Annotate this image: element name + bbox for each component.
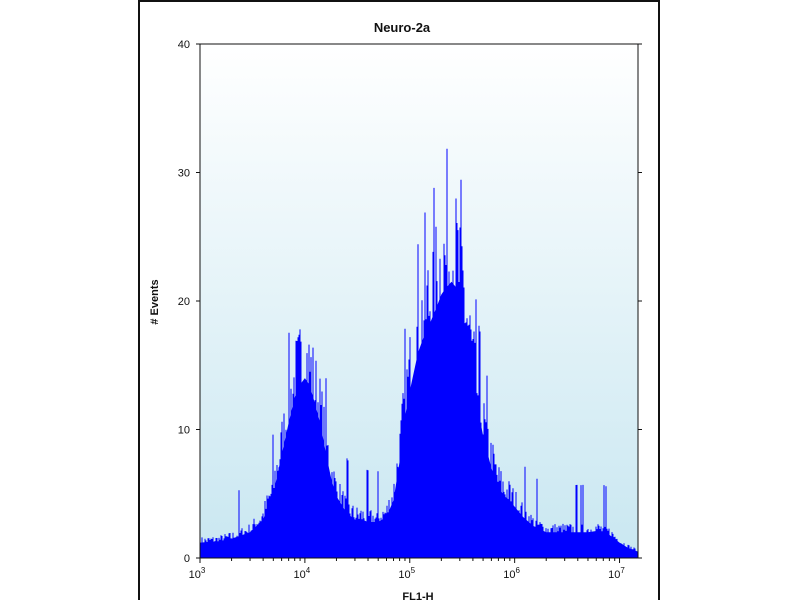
y-axis: 0 10 20 30 40 [178,39,642,565]
x-tick-label: 105 [398,566,415,581]
x-tick-label: 107 [608,566,625,581]
y-tick-label: 30 [178,168,190,180]
y-tick-label: 40 [178,39,190,51]
x-tick-label: 103 [189,566,206,581]
chart-frame: Neuro-2a 0 10 20 30 40 103 104 105 106 107 # Eve… [138,0,660,602]
x-tick-label: 106 [503,566,520,581]
x-axis-label: FL1-H [402,591,433,602]
y-tick-label: 10 [178,425,190,437]
x-axis: 103 104 105 106 107 [189,558,625,581]
chart-title: Neuro-2a [374,20,431,35]
y-tick-label: 0 [184,553,190,565]
histogram-layer [200,148,638,558]
chart-svg: Neuro-2a 0 10 20 30 40 103 104 105 106 107 # Eve… [149,20,642,602]
histogram-bars [200,148,637,558]
x-tick-label: 104 [294,566,311,581]
y-axis-label: # Events [149,279,161,324]
y-tick-label: 20 [178,296,190,308]
